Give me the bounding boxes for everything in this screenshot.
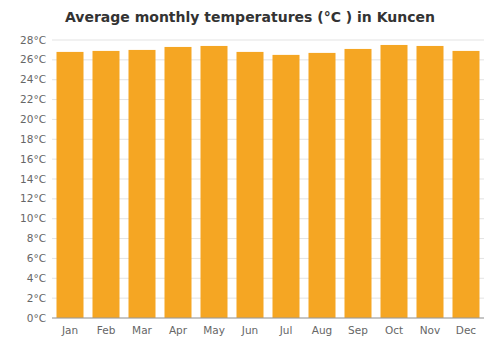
bar — [381, 45, 408, 318]
title: Average monthly temperatures (°C ) in Ku… — [65, 9, 435, 25]
y-tick-label: 2°C — [27, 292, 46, 304]
y-tick-label: 4°C — [27, 272, 46, 284]
y-tick-label: 16°C — [20, 153, 46, 165]
bar — [165, 47, 192, 318]
y-tick-label: 14°C — [20, 173, 46, 185]
chart-container: Average monthly temperatures (°C ) in Ku… — [0, 0, 500, 350]
bar — [129, 50, 156, 318]
y-axis: 0°C 2°C 4°C 6°C 8°C 10°C 12°C 14°C 16°C 18°C 20°C 2… — [20, 34, 46, 324]
x-tick-label: Dec — [456, 324, 477, 336]
x-tick-label: Aug — [312, 324, 333, 336]
bar — [201, 46, 228, 318]
x-tick-label: Apr — [169, 324, 188, 336]
y-tick-label: 10°C — [20, 212, 46, 224]
x-tick-label: Sep — [348, 324, 368, 336]
y-tick-label: 0°C — [27, 312, 46, 324]
y-tick-label: 20°C — [20, 113, 46, 125]
chart: Average monthly temperatures (°C ) in Ku… — [0, 0, 500, 350]
bar — [345, 49, 372, 318]
grid-line — [52, 318, 484, 319]
y-tick-label: 22°C — [20, 93, 46, 105]
x-tick-label: May — [203, 324, 225, 336]
y-tick-label: 8°C — [27, 232, 46, 244]
x-tick-label: Jun — [241, 324, 258, 336]
grid-line — [52, 40, 484, 41]
y-tick-label: 26°C — [20, 53, 46, 65]
x-tick-label: Mar — [132, 324, 152, 336]
x-tick-label: Jan — [61, 324, 78, 336]
x-tick-label: Oct — [385, 324, 403, 336]
bar — [453, 51, 480, 318]
y-tick-label: 18°C — [20, 133, 46, 145]
y-tick-label: 6°C — [27, 252, 46, 264]
bar — [93, 51, 120, 318]
bar — [309, 53, 336, 318]
x-axis: Jan Feb Mar Apr May Jun Jul Aug Sep Oct Nov Dec — [61, 324, 476, 336]
x-tick-label: Jul — [279, 324, 293, 336]
bar — [57, 52, 84, 318]
bar — [237, 52, 264, 318]
y-tick-label: 24°C — [20, 73, 46, 85]
x-tick-label: Nov — [420, 324, 441, 336]
x-axis-line — [52, 318, 484, 319]
y-tick-label: 12°C — [20, 192, 46, 204]
x-tick-label: Feb — [97, 324, 116, 336]
bar — [417, 46, 444, 318]
grid — [52, 40, 484, 318]
y-tick-label: 28°C — [20, 34, 46, 46]
bar — [273, 55, 300, 318]
bars — [57, 45, 480, 318]
